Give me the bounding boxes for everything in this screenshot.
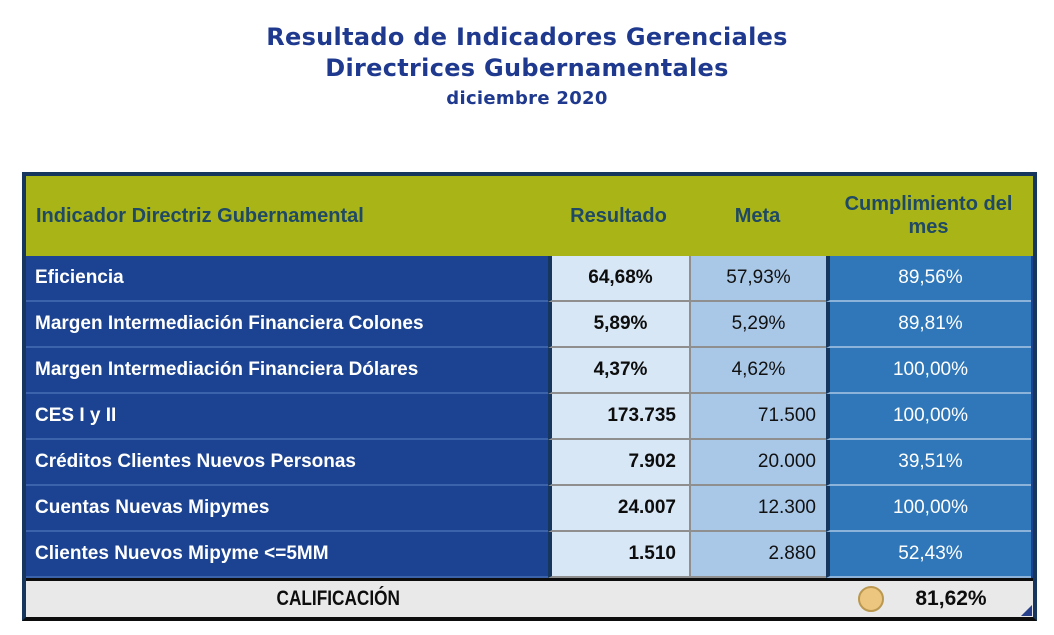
table-row: Eficiencia 64,68% 57,93% 89,56% <box>26 256 1033 302</box>
table-header-row: Indicador Directriz Gubernamental Result… <box>26 176 1033 256</box>
column-header-indicator: Indicador Directriz Gubernamental <box>36 204 364 227</box>
result-value: 64,68% <box>548 256 689 302</box>
meta-value: 4,62% <box>689 348 826 394</box>
result-value: 4,37% <box>548 348 689 394</box>
result-value: 1.510 <box>548 532 689 578</box>
meta-value: 2.880 <box>689 532 826 578</box>
indicators-table: Indicador Directriz Gubernamental Result… <box>22 172 1037 621</box>
meta-value: 5,29% <box>689 302 826 348</box>
meta-value: 57,93% <box>689 256 826 302</box>
indicator-name: Eficiencia <box>26 256 548 302</box>
result-value: 24.007 <box>548 486 689 532</box>
compliance-value: 100,00% <box>826 348 1031 394</box>
status-circle-icon <box>858 586 884 612</box>
indicator-name: Clientes Nuevos Mipyme <=5MM <box>26 532 548 578</box>
table-row: Margen Intermediación Financiera Dólares… <box>26 348 1033 394</box>
result-value: 7.902 <box>548 440 689 486</box>
meta-value: 12.300 <box>689 486 826 532</box>
indicator-name: Cuentas Nuevas Mipymes <box>26 486 548 532</box>
compliance-value: 89,56% <box>826 256 1031 302</box>
indicator-name: Margen Intermediación Financiera Colones <box>26 302 548 348</box>
table-footer-row: CALIFICACIÓN 81,62% <box>26 578 1033 617</box>
calification-value: 81,62% <box>915 587 987 610</box>
column-header-meta: Meta <box>734 204 781 227</box>
page-title: Resultado de Indicadores Gerenciales <box>266 23 788 51</box>
column-header-result: Resultado <box>570 204 667 227</box>
column-header-compliance: Cumplimiento del mes <box>844 193 1013 238</box>
report-title-block: Resultado de Indicadores Gerenciales Dir… <box>0 0 1054 109</box>
compliance-value: 100,00% <box>826 486 1031 532</box>
calification-label: CALIFICACIÓN <box>276 587 400 610</box>
compliance-value: 100,00% <box>826 394 1031 440</box>
compliance-value: 89,81% <box>826 302 1031 348</box>
table-row: Cuentas Nuevas Mipymes 24.007 12.300 100… <box>26 486 1033 532</box>
compliance-value: 39,51% <box>826 440 1031 486</box>
footer-label-zone: CALIFICACIÓN <box>26 587 650 611</box>
compliance-value: 52,43% <box>826 532 1031 578</box>
indicator-name: Créditos Clientes Nuevos Personas <box>26 440 548 486</box>
meta-value: 71.500 <box>689 394 826 440</box>
meta-value: 20.000 <box>689 440 826 486</box>
corner-marker-icon <box>1021 605 1032 616</box>
table-row: Margen Intermediación Financiera Colones… <box>26 302 1033 348</box>
indicator-name: CES I y II <box>26 394 548 440</box>
result-value: 173.735 <box>548 394 689 440</box>
report-period: diciembre 2020 <box>446 88 608 109</box>
table-row: Clientes Nuevos Mipyme <=5MM 1.510 2.880… <box>26 532 1033 578</box>
table-row: CES I y II 173.735 71.500 100,00% <box>26 394 1033 440</box>
page-subtitle: Directrices Gubernamentales <box>325 54 729 82</box>
result-value: 5,89% <box>548 302 689 348</box>
table-row: Créditos Clientes Nuevos Personas 7.902 … <box>26 440 1033 486</box>
indicator-name: Margen Intermediación Financiera Dólares <box>26 348 548 394</box>
